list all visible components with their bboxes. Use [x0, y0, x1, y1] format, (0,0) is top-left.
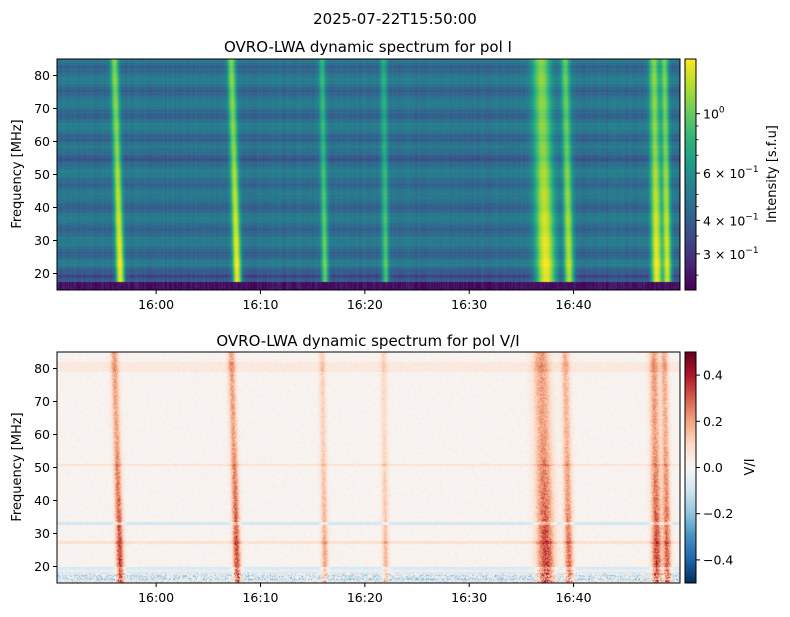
colorbar-tick-label: 4 × 10−1 — [703, 212, 759, 228]
colorbar-tick-label: 3 × 10−1 — [703, 246, 759, 262]
y-ticks-pol-vi: 20 30 40 50 60 70 80 — [34, 361, 57, 574]
y-tick-label: 30 — [34, 233, 50, 248]
colorbar-tick-label: 0.0 — [703, 460, 723, 475]
x-tick-label: 16:20 — [347, 297, 383, 312]
x-ticks-pol-i: 16:00 16:10 16:20 16:30 16:40 — [138, 290, 592, 312]
colorbar-pol-vi — [685, 352, 696, 583]
y-ticks-pol-i: 20 30 40 50 60 70 80 — [34, 68, 57, 281]
y-tick-label: 40 — [34, 493, 50, 508]
x-tick-label: 16:10 — [242, 590, 278, 605]
heatmap-pol-i — [57, 59, 680, 290]
colorbar-frame-pol-i — [684, 58, 697, 291]
colorbar-tick-label: 0.2 — [703, 414, 723, 429]
colorbar-tick-label: 6 × 10−1 — [703, 165, 759, 181]
y-tick-label: 80 — [34, 68, 50, 83]
y-tick-label: 50 — [34, 460, 50, 475]
panel-title-pol-i: OVRO-LWA dynamic spectrum for pol I — [224, 38, 512, 56]
y-tick-label: 40 — [34, 200, 50, 215]
panel-pol-vi: OVRO-LWA dynamic spectrum for pol V/I Fr… — [10, 332, 758, 605]
x-ticks-pol-vi: 16:00 16:10 16:20 16:30 16:40 — [138, 583, 592, 605]
colorbar-tick-label: −0.2 — [703, 506, 733, 521]
heatmap-pol-vi — [57, 352, 680, 583]
x-tick-label: 16:30 — [451, 297, 487, 312]
y-tick-label: 70 — [34, 394, 50, 409]
x-tick-label: 16:10 — [242, 297, 278, 312]
y-tick-label: 70 — [34, 101, 50, 116]
y-axis-label-pol-vi: Frequency [MHz] — [10, 412, 25, 521]
y-tick-label: 60 — [34, 427, 50, 442]
colorbar-ticks-pol-vi: 0.4 0.2 0.0 −0.2 −0.4 — [696, 368, 733, 567]
colorbar-tick-label: 100 — [703, 106, 725, 122]
y-tick-label: 50 — [34, 167, 50, 182]
y-tick-label: 20 — [34, 559, 50, 574]
x-tick-label: 16:40 — [556, 297, 592, 312]
y-tick-label: 30 — [34, 526, 50, 541]
figure-suptitle: 2025-07-22T15:50:00 — [313, 10, 477, 28]
colorbar-pol-i — [685, 59, 696, 290]
x-tick-label: 16:00 — [138, 297, 174, 312]
y-tick-label: 20 — [34, 266, 50, 281]
y-tick-label: 80 — [34, 361, 50, 376]
colorbar-label-pol-vi: V/I — [743, 458, 758, 475]
x-tick-label: 16:20 — [347, 590, 383, 605]
x-tick-label: 16:40 — [556, 590, 592, 605]
colorbar-label-pol-i: Intensity [s.f.u] — [765, 125, 780, 223]
panel-title-pol-vi: OVRO-LWA dynamic spectrum for pol V/I — [216, 332, 519, 350]
colorbar-tick-label: −0.4 — [703, 552, 733, 567]
x-tick-label: 16:00 — [138, 590, 174, 605]
panel-pol-i: OVRO-LWA dynamic spectrum for pol I Freq… — [10, 38, 780, 312]
x-tick-label: 16:30 — [451, 590, 487, 605]
colorbar-ticks-pol-i: 100 6 × 10−1 4 × 10−1 3 × 10−1 — [696, 106, 759, 276]
y-tick-label: 60 — [34, 134, 50, 149]
colorbar-tick-label: 0.4 — [703, 368, 723, 383]
y-axis-label-pol-i: Frequency [MHz] — [10, 119, 25, 228]
